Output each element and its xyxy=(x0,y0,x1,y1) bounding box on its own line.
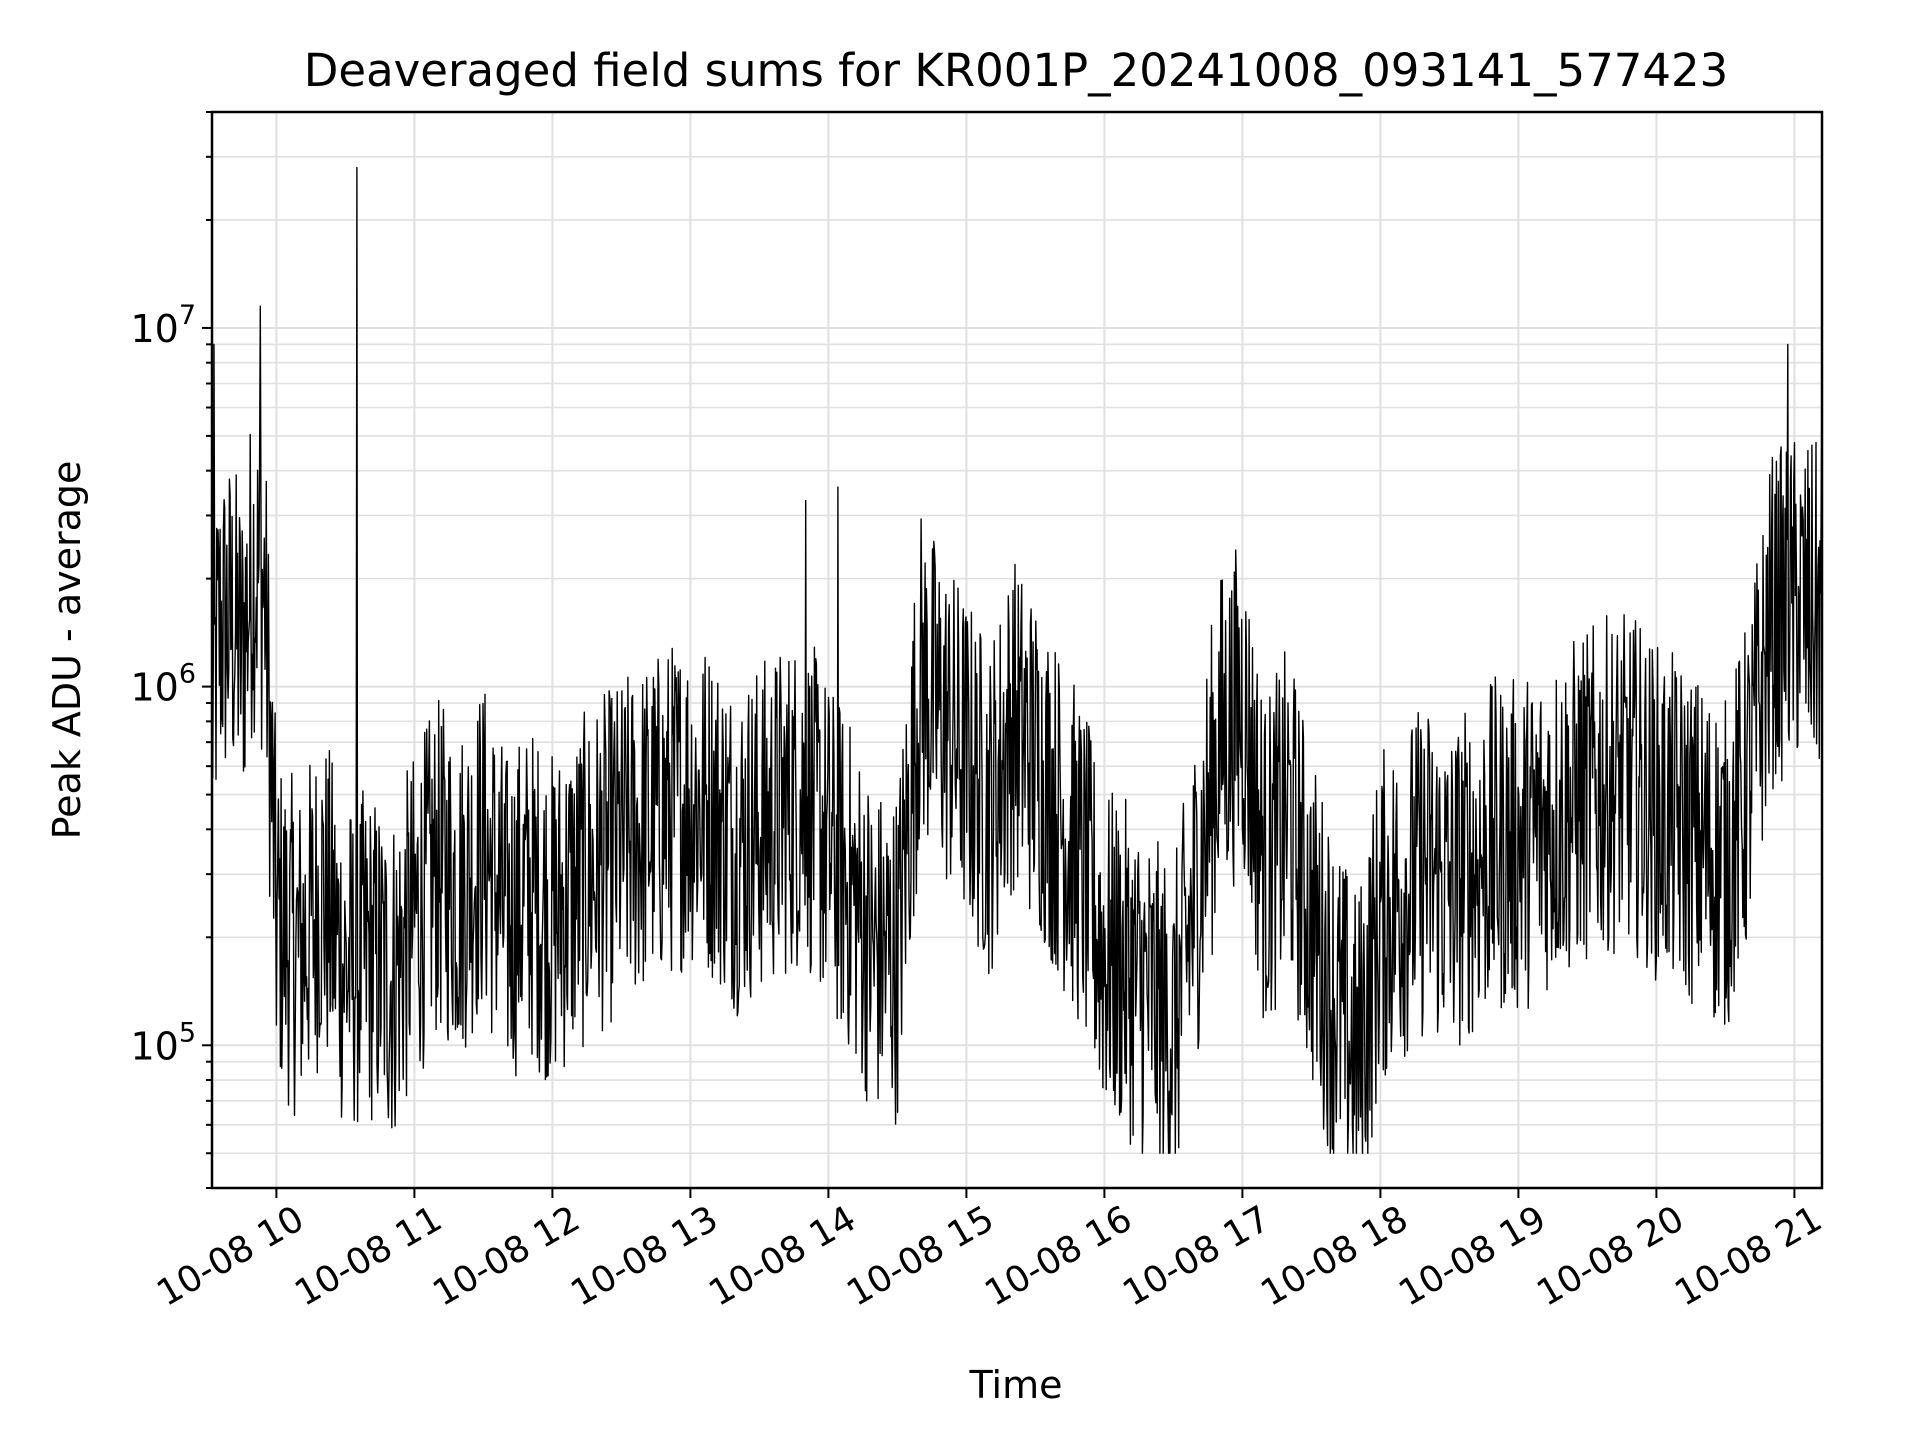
chart-title: Deaveraged field sums for KR001P_2024100… xyxy=(304,44,1728,97)
series-line xyxy=(211,166,1823,1154)
y-tick-label-base: 10 xyxy=(130,666,178,710)
y-tick-label-exponent: 6 xyxy=(179,659,196,690)
x-axis-label: Time xyxy=(969,1363,1063,1407)
y-tick-label-base: 10 xyxy=(130,1024,178,1068)
y-tick-label-exponent: 7 xyxy=(179,300,196,331)
y-tick-label: 107 xyxy=(130,300,196,351)
y-tick-label-exponent: 5 xyxy=(179,1017,196,1048)
y-tick-label-base: 10 xyxy=(130,307,178,351)
y-tick-label: 105 xyxy=(130,1017,196,1068)
series-layer xyxy=(211,166,1823,1154)
y-tick-label: 106 xyxy=(130,659,196,710)
y-axis-label: Peak ADU - average xyxy=(45,461,89,840)
axes-frame xyxy=(210,110,1824,1190)
